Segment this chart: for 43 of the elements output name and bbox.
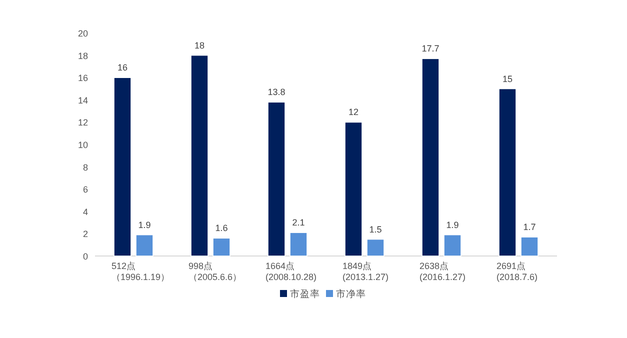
bar [268, 102, 286, 256]
x-tick-label: 1849点(2013.1.27) [342, 261, 389, 282]
data-label: 17.7 [422, 44, 440, 54]
bar [366, 238, 384, 256]
data-label: 16 [117, 62, 128, 73]
data-label: 13.8 [268, 87, 286, 98]
legend-label: 市盈率 [290, 288, 320, 300]
bar [290, 232, 308, 256]
bar [444, 234, 462, 256]
y-tick-label: 20 [78, 28, 88, 38]
data-label: 1.9 [446, 220, 459, 230]
bar [520, 236, 538, 256]
x-tick-label: 1664点(2008.10.28) [266, 261, 317, 282]
x-tick-label: 2638点(2016.1.27) [420, 261, 466, 282]
bar [344, 122, 362, 256]
y-tick-label: 12 [78, 118, 88, 128]
bar [114, 77, 132, 256]
y-tick-label: 8 [82, 162, 88, 172]
y-tick-label: 0 [82, 252, 88, 262]
bar [422, 58, 440, 256]
data-label: 18 [194, 40, 205, 50]
y-tick-label: 14 [78, 95, 88, 106]
data-label: 12 [348, 107, 359, 118]
data-label: 2.1 [292, 218, 305, 228]
y-tick-label: 4 [82, 206, 88, 217]
x-tick-label: 2691点(2018.7.6) [496, 261, 538, 282]
x-tick-label: 512点（1996.1.19） [112, 261, 170, 282]
x-tick-label: 998点（2005.6.6） [188, 261, 242, 282]
y-tick-label: 10 [78, 140, 88, 150]
data-label: 15 [502, 74, 513, 84]
y-tick-label: 6 [82, 184, 88, 195]
data-label: 1.7 [523, 222, 536, 232]
y-tick-label: 18 [78, 50, 88, 61]
bar [190, 54, 208, 256]
y-tick-label: 16 [78, 73, 88, 84]
bar [498, 88, 516, 256]
data-label: 1.9 [138, 220, 151, 230]
y-tick-label: 2 [82, 229, 88, 240]
data-label: 1.5 [369, 224, 382, 234]
bar [136, 234, 154, 256]
bar [212, 238, 230, 256]
data-label: 1.6 [215, 223, 228, 234]
legend-label: 市净率 [336, 288, 366, 300]
